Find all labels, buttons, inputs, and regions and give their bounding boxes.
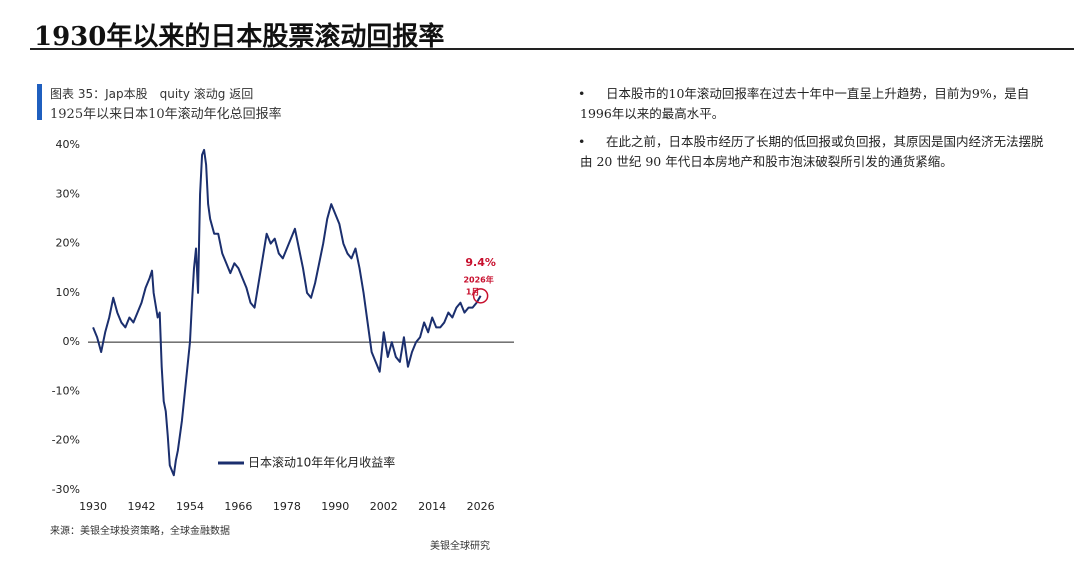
title-rule — [30, 48, 1074, 50]
y-tick-label: 10% — [56, 286, 80, 299]
x-tick-label: 2014 — [418, 500, 446, 513]
highlight-circle — [472, 288, 489, 304]
y-tick-label: 20% — [56, 237, 80, 250]
figure-caption: 图表 35：Jap本股 quity 滚动g 返回 — [50, 87, 254, 101]
x-tick-label: 1978 — [273, 500, 301, 513]
annotation: 2026年 — [463, 275, 493, 285]
annotation: 9.4% — [465, 256, 496, 269]
page-title: 1930年以来的日本股票滚动回报率 — [34, 22, 445, 52]
y-tick-label: -20% — [52, 434, 80, 447]
x-tick-label: 1966 — [224, 500, 252, 513]
caption-bar — [37, 84, 42, 120]
bullet: 日本股市的10年滚动回报率在过去十年中一直呈上升趋势，目前为9%，是自1996年… — [578, 84, 1050, 124]
x-tick-label: 1954 — [176, 500, 204, 513]
bullet-list: 日本股市的10年滚动回报率在过去十年中一直呈上升趋势，目前为9%，是自1996年… — [578, 84, 1050, 180]
legend-label: 日本滚动10年年化月收益率 — [248, 455, 395, 470]
data-line — [92, 148, 482, 477]
brand-note: 美银全球研究 — [430, 541, 490, 552]
bullet: 在此之前，日本股市经历了长期的低回报或负回报，其原因是国内经济无法摆脱由 20 … — [578, 132, 1050, 172]
y-tick-label: -30% — [52, 483, 80, 496]
x-tick-label: 1942 — [128, 500, 156, 513]
x-tick-label: 1990 — [321, 500, 349, 513]
y-tick-label: 30% — [56, 187, 80, 200]
x-tick-label: 2002 — [370, 500, 398, 513]
chart-subtitle: 1925年以来日本10年滚动年化总回报率 — [50, 107, 282, 122]
x-tick-label: 2026 — [467, 500, 495, 513]
source-note: 来源：美银全球投资策略，全球金融数据 — [50, 526, 230, 537]
y-tick-label: 0% — [63, 335, 80, 348]
x-tick-label: 1930 — [79, 500, 107, 513]
y-tick-label: -10% — [52, 384, 80, 397]
annotation: 1月 — [466, 288, 480, 297]
y-tick-label: 40% — [56, 138, 80, 151]
